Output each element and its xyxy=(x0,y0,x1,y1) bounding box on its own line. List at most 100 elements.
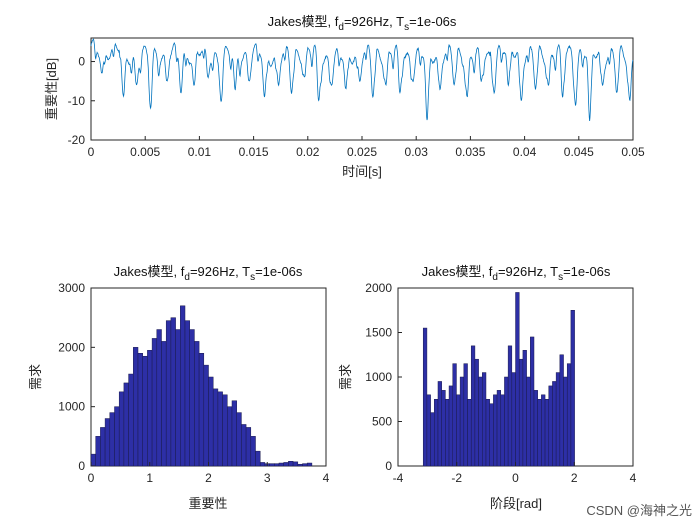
plot3-bar xyxy=(555,372,561,467)
plot2-bar xyxy=(212,388,219,467)
plot2-bar xyxy=(255,450,261,467)
plot3-bar xyxy=(504,376,509,467)
plot2-bar xyxy=(208,376,214,467)
plot3-bar xyxy=(570,310,575,467)
plot3-bar xyxy=(467,399,472,467)
plot3-bar xyxy=(437,381,442,467)
plot1-ylabel: 重要性[dB] xyxy=(44,58,59,120)
plot2-xtick-label: 1 xyxy=(146,471,153,485)
plot2-bar xyxy=(137,353,143,467)
plot3-bar xyxy=(456,394,461,467)
plot2-xlabel: 重要性 xyxy=(188,496,227,511)
plot3-xtick-label: -2 xyxy=(451,471,462,485)
plot2-bar xyxy=(170,317,176,467)
plot2-xtick-label: 4 xyxy=(323,471,330,485)
watermark: CSDN @海神之光 xyxy=(586,503,692,518)
plot2-bar xyxy=(297,463,303,467)
plot3-xlabel: 阶段[rad] xyxy=(490,496,542,511)
plot2-bar xyxy=(274,463,280,467)
plot3-bar xyxy=(537,399,542,467)
plot3-ylabel: 需求 xyxy=(338,364,353,390)
plot2-title: Jakes模型, fd=926Hz, Ts=1e-06s xyxy=(114,264,303,283)
plot3-xticks: -4 -2 0 2 4 xyxy=(393,462,637,485)
plot3-xtick-label: -4 xyxy=(393,471,404,485)
amplitude-histogram-plot: Jakes模型, fd=926Hz, Ts=1e-06s 0 1 2 3 4 0 1000… xyxy=(28,264,330,511)
plot3-bar xyxy=(470,345,476,467)
plot1-ytick-label: -20 xyxy=(68,133,86,147)
plot2-bar xyxy=(100,427,106,467)
plot3-bar xyxy=(526,376,531,467)
plot1-yticks: 0 -10 -20 xyxy=(68,55,95,147)
plot2-ytick-label: 2000 xyxy=(58,340,85,354)
plot3-bar xyxy=(566,363,572,467)
plot2-bar xyxy=(189,329,195,467)
plot2-bar xyxy=(114,406,120,467)
plot2-bar xyxy=(198,353,205,467)
plot3-xtick-label: 4 xyxy=(630,471,637,485)
plot2-bar xyxy=(184,320,190,467)
plot1-xticks: 0 0.005 0.01 0.015 0.02 0.025 0.03 0.035 0.04 0.0… xyxy=(88,136,645,159)
plot2-ytick-label: 3000 xyxy=(58,281,85,295)
plot1-xtick-label: 0.045 xyxy=(564,145,594,159)
plot3-bar xyxy=(459,376,465,467)
plot1-xtick-label: 0 xyxy=(88,145,95,159)
plot3-bar xyxy=(445,399,450,467)
plot2-bar xyxy=(123,382,129,467)
plot2-bar xyxy=(231,400,237,467)
plot2-bar xyxy=(147,350,153,467)
plot2-bar xyxy=(302,463,308,467)
plot2-bar xyxy=(90,453,96,467)
plot1-xtick-label: 0.015 xyxy=(239,145,269,159)
plot2-bar xyxy=(245,427,252,467)
plot3-bar xyxy=(541,394,546,467)
plot2-yticks: 0 1000 2000 3000 xyxy=(58,281,95,473)
plot3-bar xyxy=(441,390,446,467)
plot1-xtick-label: 0.03 xyxy=(405,145,429,159)
plot3-bar xyxy=(530,336,535,467)
envelope-series-group xyxy=(90,38,634,121)
plot1-axes-box xyxy=(90,37,634,141)
plot3-bar xyxy=(485,399,490,467)
plot2-bar xyxy=(109,412,115,467)
time-envelope-plot: Jakes模型, fd=926Hz, Ts=1e-06s 0 0.005 0.01 0… xyxy=(44,14,645,179)
plot1-xtick-label: 0.025 xyxy=(347,145,377,159)
plot2-bar xyxy=(156,329,162,467)
plot1-xtick-label: 0.035 xyxy=(455,145,485,159)
plot3-bar xyxy=(500,394,505,467)
plot2-xtick-label: 3 xyxy=(264,471,271,485)
plot3-bar xyxy=(430,412,435,467)
plot2-bar xyxy=(180,305,186,467)
phase-bars-group xyxy=(422,292,575,467)
plot3-bar xyxy=(563,376,568,467)
plot3-ytick-label: 1000 xyxy=(365,370,392,384)
plot2-xtick-label: 0 xyxy=(88,471,95,485)
plot2-bar xyxy=(283,462,289,467)
plot1-ytick-label: -10 xyxy=(68,94,86,108)
plot3-bar xyxy=(478,376,483,467)
plot2-bar xyxy=(250,436,256,467)
plot3-bar xyxy=(522,350,527,467)
plot3-bar xyxy=(511,372,516,467)
plot2-bar xyxy=(227,406,233,467)
plot3-bar xyxy=(548,385,553,467)
plot3-bar xyxy=(452,363,457,467)
plot3-bar xyxy=(559,354,564,467)
plot2-bar xyxy=(217,391,223,467)
plot2-bar xyxy=(151,338,158,467)
plot3-bar xyxy=(533,390,538,467)
plot1-title: Jakes模型, fd=926Hz, Ts=1e-06s xyxy=(268,14,457,33)
plot1-xtick-label: 0.05 xyxy=(621,145,645,159)
plot3-bar xyxy=(434,399,439,467)
amplitude-bars-group xyxy=(90,305,313,467)
plot2-bar xyxy=(292,461,299,467)
plot3-bar xyxy=(493,394,498,467)
plot2-xticks: 0 1 2 3 4 xyxy=(88,462,330,485)
plot3-bar xyxy=(482,372,487,467)
plot3-ytick-label: 1500 xyxy=(365,326,392,340)
envelope-series-line xyxy=(90,38,634,121)
phase-histogram-plot: Jakes模型, fd=926Hz, Ts=1e-06s -4 -2 0 2 4 0 50… xyxy=(338,264,637,511)
plot2-bar xyxy=(194,341,200,467)
plot1-xtick-label: 0.02 xyxy=(296,145,320,159)
plot3-bar xyxy=(496,390,501,467)
